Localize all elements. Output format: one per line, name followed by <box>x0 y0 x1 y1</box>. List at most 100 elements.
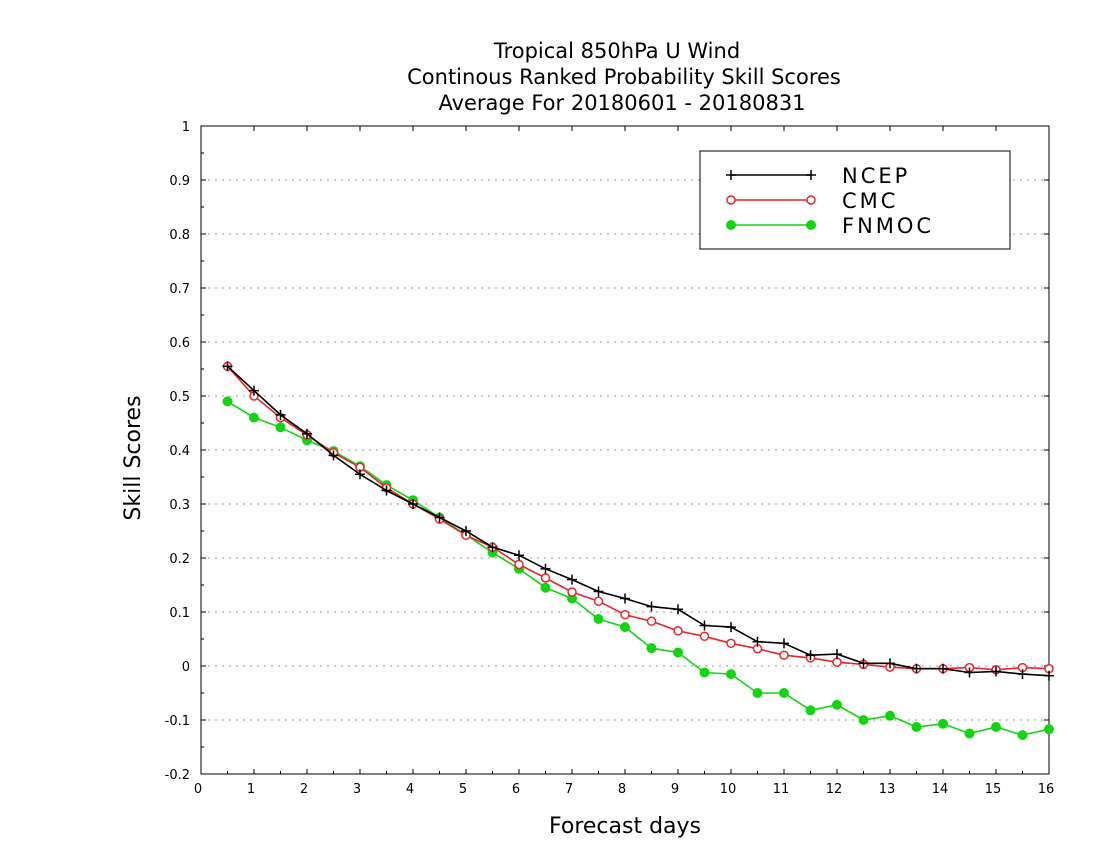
x-tick-label-4: 4 <box>406 782 414 797</box>
x-tick-label-15: 15 <box>985 782 1002 797</box>
point-cmc-15 <box>620 609 630 620</box>
legend-item-fnmoc: FNMOC <box>726 214 934 238</box>
legend-label-fnmoc: FNMOC <box>842 214 934 238</box>
point-cmc-18 <box>699 631 710 642</box>
x-tick-label-16: 16 <box>1038 782 1055 797</box>
point-fnmoc-23 <box>832 699 842 710</box>
point-fnmoc-28 <box>964 728 975 739</box>
point-fnmoc-21 <box>779 688 789 698</box>
x-axis-ticks: 0 1 2 3 4 5 6 7 8 9 10 11 12 13 14 15 16 <box>194 126 1054 797</box>
point-fnmoc-16 <box>646 643 657 654</box>
title-line-2: Continous Ranked Probability Skill Score… <box>407 65 841 89</box>
point-ncep-7 <box>408 499 418 509</box>
x-tick-label-13: 13 <box>879 782 896 797</box>
point-cmc-17 <box>673 626 683 636</box>
series-fnmoc <box>222 396 1054 741</box>
point-fnmoc-29 <box>991 722 1001 733</box>
x-tick-label-11: 11 <box>773 782 790 797</box>
point-fnmoc-0 <box>222 396 233 407</box>
point-ncep-3 <box>302 428 312 439</box>
point-fnmoc-1 <box>249 412 259 423</box>
point-cmc-11 <box>514 559 524 570</box>
series-cmc <box>222 361 1054 675</box>
data-series <box>222 361 1054 741</box>
point-cmc-13 <box>567 587 577 597</box>
point-ncep-2 <box>275 409 286 420</box>
point-ncep-19 <box>726 622 736 633</box>
point-fnmoc-27 <box>938 718 948 729</box>
point-ncep-10 <box>487 542 498 553</box>
point-fnmoc-30 <box>1017 730 1028 741</box>
legend-item-cmc: CMC <box>726 189 898 213</box>
point-ncep-28 <box>964 667 975 678</box>
y-axis-ticks: -0.2 -0.1 0 0.1 0.2 0.3 0.4 0.5 0.6 0.7 0.8 0.9 1 <box>165 120 1049 783</box>
x-tick-label-8: 8 <box>618 782 626 797</box>
point-fnmoc-17 <box>673 647 683 658</box>
point-fnmoc-12 <box>540 582 551 593</box>
y-tick-label-11: 0.9 <box>169 174 190 189</box>
legend-marker-start-ncep <box>726 170 736 180</box>
legend-marker-end-cmc <box>806 195 816 205</box>
y-axis-title: Skill Scores <box>121 395 146 520</box>
x-tick-label-0: 0 <box>194 782 202 797</box>
x-tick-label-6: 6 <box>512 782 520 797</box>
y-tick-label-4: 0.2 <box>169 552 190 567</box>
x-tick-label-5: 5 <box>459 782 467 797</box>
legend-label-cmc: CMC <box>842 189 898 213</box>
x-tick-label-12: 12 <box>826 782 843 797</box>
point-ncep-12 <box>540 563 551 574</box>
chart-title: Tropical 850hPa U Wind Continous Ranked … <box>407 39 841 115</box>
gridlines <box>201 179 1049 721</box>
point-ncep-16 <box>646 601 657 612</box>
x-tick-label-10: 10 <box>720 782 737 797</box>
legend-marker-end-ncep <box>806 170 816 180</box>
point-fnmoc-19 <box>726 669 736 680</box>
point-ncep-14 <box>593 586 604 597</box>
y-tick-label-0: -0.2 <box>165 768 190 783</box>
point-fnmoc-18 <box>699 667 710 678</box>
y-tick-label-3: 0.1 <box>169 606 190 621</box>
title-line-1: Tropical 850hPa U Wind <box>493 39 740 63</box>
point-ncep-1 <box>249 385 259 396</box>
point-fnmoc-26 <box>911 722 922 733</box>
point-ncep-23 <box>832 649 842 660</box>
x-tick-label-3: 3 <box>353 782 361 797</box>
y-tick-label-7: 0.5 <box>169 390 190 405</box>
point-ncep-8 <box>434 512 445 523</box>
point-cmc-14 <box>593 596 604 606</box>
point-ncep-11 <box>514 550 524 561</box>
y-tick-label-9: 0.7 <box>169 282 190 297</box>
y-tick-label-10: 0.8 <box>169 228 190 243</box>
y-tick-label-1: -0.1 <box>165 714 190 729</box>
point-fnmoc-14 <box>593 614 604 625</box>
title-line-3: Average For 20180601 - 20180831 <box>438 91 805 115</box>
y-tick-label-8: 0.6 <box>169 336 190 351</box>
point-ncep-6 <box>381 485 392 496</box>
point-cmc-19 <box>726 638 736 649</box>
point-ncep-30 <box>1017 669 1028 680</box>
point-ncep-0 <box>222 361 233 372</box>
legend-item-ncep: NCEP <box>726 164 910 188</box>
y-tick-label-6: 0.4 <box>169 444 190 459</box>
y-tick-label-2: 0 <box>182 660 190 675</box>
point-fnmoc-20 <box>752 688 763 698</box>
point-ncep-29 <box>991 666 1001 677</box>
point-ncep-22 <box>805 650 816 661</box>
x-tick-label-7: 7 <box>565 782 573 797</box>
y-tick-label-12: 1 <box>182 120 190 135</box>
point-ncep-9 <box>461 526 471 536</box>
point-ncep-26 <box>911 663 922 674</box>
point-cmc-12 <box>540 573 551 583</box>
point-cmc-16 <box>646 616 657 626</box>
series-line-cmc <box>226 365 1050 671</box>
point-fnmoc-2 <box>275 422 286 433</box>
point-ncep-21 <box>779 638 789 649</box>
legend-marker-start-cmc <box>726 195 736 205</box>
point-cmc-23 <box>832 657 842 667</box>
point-cmc-21 <box>779 650 789 660</box>
legend-label-ncep: NCEP <box>842 164 910 188</box>
point-ncep-25 <box>885 658 895 669</box>
point-ncep-27 <box>938 663 948 674</box>
point-fnmoc-24 <box>858 715 869 725</box>
